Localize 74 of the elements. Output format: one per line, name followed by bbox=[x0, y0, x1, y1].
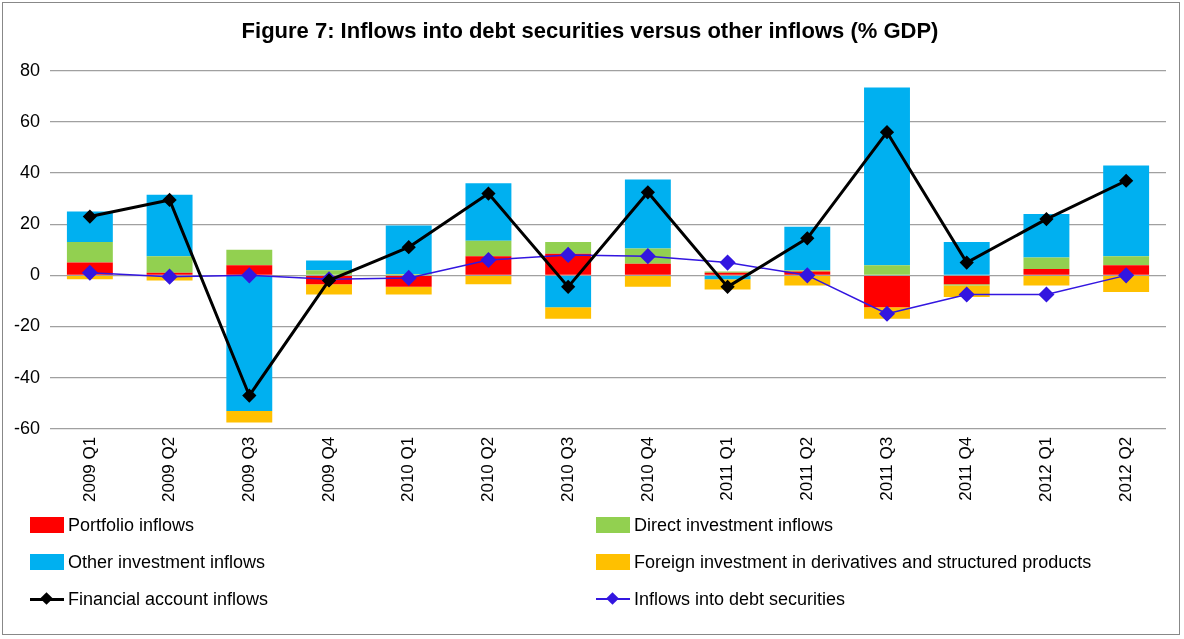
point bbox=[481, 187, 495, 201]
bar bbox=[943, 276, 990, 285]
bar bbox=[385, 286, 432, 295]
bar bbox=[226, 276, 273, 411]
legend-label: Foreign investment in derivatives and structured products bbox=[634, 551, 1092, 573]
bar bbox=[624, 276, 671, 287]
bar bbox=[1023, 268, 1070, 275]
y-tick-label: -60 bbox=[14, 417, 41, 438]
x-tick-label: 2011 Q2 bbox=[796, 436, 816, 501]
y-tick-label: 40 bbox=[19, 162, 41, 183]
x-tick-label: 2011 Q4 bbox=[956, 436, 976, 501]
x-tick-label: 2009 Q4 bbox=[318, 436, 338, 503]
bar bbox=[864, 265, 910, 275]
point bbox=[958, 286, 975, 303]
bar bbox=[864, 87, 910, 266]
point bbox=[1038, 286, 1055, 303]
bar bbox=[226, 410, 273, 423]
point bbox=[1118, 267, 1134, 284]
bar bbox=[624, 263, 671, 275]
point bbox=[400, 270, 417, 286]
point bbox=[241, 267, 258, 284]
point bbox=[800, 231, 814, 245]
x-tick-label: 2010 Q4 bbox=[637, 436, 657, 503]
x-tick-label: 2011 Q3 bbox=[876, 436, 896, 501]
y-tick-label: 80 bbox=[19, 59, 41, 80]
y-tick-label: 20 bbox=[19, 213, 41, 234]
bar bbox=[226, 249, 273, 266]
y-tick-label: -20 bbox=[14, 315, 41, 336]
bar bbox=[1023, 276, 1070, 286]
point bbox=[719, 254, 736, 271]
bar bbox=[864, 276, 910, 308]
x-tick-label: 2012 Q1 bbox=[1036, 436, 1056, 503]
point bbox=[880, 125, 894, 139]
legend-label: Portfolio inflows bbox=[68, 514, 195, 536]
bar bbox=[306, 260, 352, 271]
bar bbox=[66, 242, 113, 263]
y-tick-label: 60 bbox=[19, 110, 41, 131]
x-tick-label: 2010 Q1 bbox=[398, 436, 418, 503]
bar bbox=[146, 256, 193, 273]
x-tick-label: 2009 Q1 bbox=[79, 436, 99, 503]
bar bbox=[1023, 213, 1070, 258]
point bbox=[641, 185, 655, 199]
x-tick-label: 2012 Q2 bbox=[1115, 436, 1135, 503]
bar bbox=[1103, 165, 1150, 257]
x-tick-label: 2009 Q3 bbox=[238, 436, 258, 503]
legend-label: Other investment inflows bbox=[68, 551, 266, 573]
point bbox=[1039, 212, 1053, 226]
point bbox=[82, 265, 98, 281]
y-tick-label: 0 bbox=[30, 264, 41, 285]
x-tick-label: 2010 Q2 bbox=[478, 436, 498, 503]
point bbox=[640, 248, 656, 264]
legend-label: Inflows into debt securities bbox=[634, 588, 846, 610]
x-tick-label: 2010 Q3 bbox=[557, 436, 577, 503]
point bbox=[242, 389, 256, 403]
legend-label: Financial account inflows bbox=[68, 588, 269, 610]
legend-label: Direct investment inflows bbox=[634, 514, 834, 536]
bar bbox=[545, 307, 592, 319]
bar bbox=[465, 276, 512, 285]
bar bbox=[1103, 256, 1150, 266]
point bbox=[879, 305, 895, 322]
y-tick-label: -40 bbox=[14, 366, 41, 387]
bar bbox=[624, 179, 671, 249]
point bbox=[161, 268, 178, 285]
bar bbox=[465, 240, 512, 257]
point bbox=[163, 193, 177, 207]
x-tick-label: 2011 Q1 bbox=[717, 436, 737, 501]
point bbox=[560, 247, 576, 263]
point bbox=[721, 280, 735, 294]
point bbox=[799, 267, 816, 284]
chart-title: Figure 7: Inflows into debt securities versus other inflows (% GDP) bbox=[240, 18, 940, 44]
x-tick-label: 2009 Q2 bbox=[159, 436, 179, 503]
point bbox=[1119, 174, 1133, 188]
point bbox=[83, 210, 97, 224]
bar bbox=[1023, 257, 1070, 269]
